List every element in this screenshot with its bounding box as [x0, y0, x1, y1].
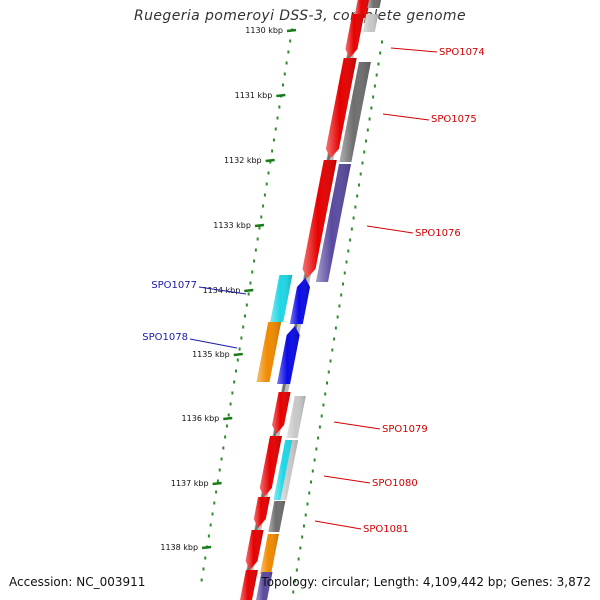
cds-segment[interactable]	[270, 275, 293, 322]
gene-label-leader	[189, 338, 238, 349]
ruler-tick-label: 1132 kbp	[224, 156, 262, 165]
cds-segment[interactable]	[253, 497, 271, 528]
cds-segment[interactable]	[316, 164, 351, 282]
ruler-tick	[233, 352, 243, 357]
accession-text: Accession: NC_003911	[9, 575, 146, 589]
gene-label[interactable]: SPO1081	[363, 524, 409, 535]
cds-segment[interactable]	[259, 436, 282, 497]
cds-segment[interactable]	[240, 570, 258, 600]
gene-label-leader	[314, 520, 362, 530]
ruler-tick	[276, 93, 286, 98]
ruler-tick	[254, 223, 265, 228]
gene-label[interactable]: SPO1076	[415, 228, 461, 239]
cds-segment[interactable]	[286, 396, 306, 438]
gene-label-leader	[382, 113, 430, 121]
cds-segment[interactable]	[280, 440, 299, 500]
gene-label[interactable]: SPO1078	[142, 332, 188, 343]
ruler-tick	[286, 28, 297, 33]
outer-ruler-dots	[292, 40, 383, 594]
ruler-tick-label: 1130 kbp	[245, 26, 283, 35]
cds-segment[interactable]	[268, 501, 286, 532]
ruler-tick-label: 1131 kbp	[235, 91, 273, 100]
gene-label-leader	[366, 225, 414, 234]
gene-label[interactable]: SPO1079	[382, 424, 428, 435]
gene-label[interactable]: SPO1074	[439, 47, 485, 58]
gene-label[interactable]: SPO1075	[431, 114, 477, 125]
ruler-tick-label: 1136 kbp	[182, 414, 220, 423]
cds-segment[interactable]	[354, 0, 371, 18]
ruler-tick-label: 1133 kbp	[213, 221, 251, 230]
gene-label-leader	[333, 421, 381, 430]
gene-label-leader	[323, 475, 371, 484]
cds-segment[interactable]	[256, 572, 273, 600]
cds-segment[interactable]	[339, 62, 371, 162]
ruler-tick	[212, 481, 222, 486]
cds-segment[interactable]	[367, 0, 381, 8]
cds-segment[interactable]	[289, 278, 310, 324]
cds-segment[interactable]	[260, 534, 279, 574]
ruler-tick-label: 1137 kbp	[171, 479, 209, 488]
cds-segment[interactable]	[245, 530, 264, 570]
cds-segment[interactable]	[345, 14, 365, 58]
cds-segment[interactable]	[272, 392, 291, 434]
cds-segment[interactable]	[325, 58, 357, 158]
cds-segment[interactable]	[256, 322, 282, 382]
gene-label[interactable]: SPO1077	[151, 280, 197, 291]
ruler-tick	[265, 158, 275, 163]
cds-segment[interactable]	[362, 14, 379, 32]
map-title: Ruegeria pomeroyi DSS-3, complete genome	[134, 8, 466, 24]
ruler-tick	[201, 545, 212, 550]
gene-label-leader	[198, 286, 247, 295]
ruler-tick	[244, 288, 254, 293]
ruler-tick	[223, 416, 233, 421]
gene-label-leader	[390, 47, 438, 53]
ruler-tick-label: 1138 kbp	[160, 543, 198, 552]
ruler-tick-label: 1135 kbp	[192, 350, 230, 359]
cds-segment[interactable]	[277, 326, 300, 384]
gene-label[interactable]: SPO1080	[372, 478, 418, 489]
topology-summary: Topology: circular; Length: 4,109,442 bp…	[261, 575, 591, 589]
cds-segment[interactable]	[302, 160, 337, 278]
